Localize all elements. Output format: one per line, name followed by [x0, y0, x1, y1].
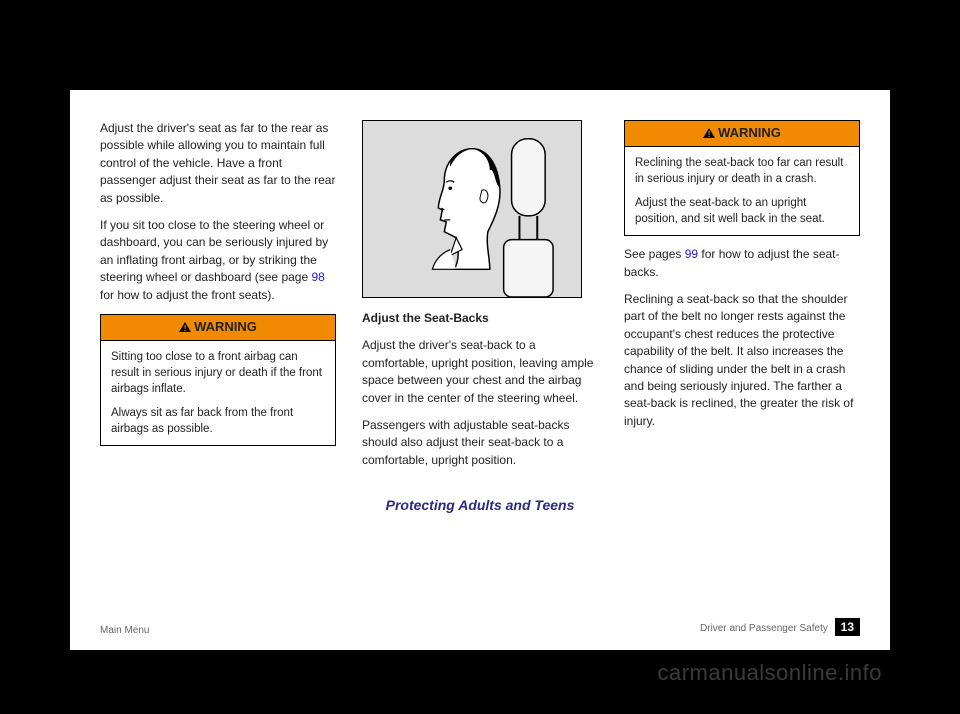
warning-label-2: WARNING — [718, 125, 781, 140]
warning-body-2: Reclining the seat-back too far can resu… — [625, 147, 859, 235]
col2-heading: Adjust the Seat-Backs — [362, 310, 598, 327]
warning-body-1: Sitting too close to a front airbag can … — [101, 341, 335, 445]
seat-illustration — [362, 120, 582, 298]
watermark: carmanualsonline.info — [657, 660, 882, 686]
warning1-p1: Sitting too close to a front airbag can … — [111, 349, 325, 397]
col2-desc: Adjust the driver's seat-back to a comfo… — [362, 337, 598, 407]
page-link-99[interactable]: 99 — [685, 247, 698, 261]
warning2-p1: Reclining the seat-back too far can resu… — [635, 155, 849, 187]
warning-header-1: WARNING — [101, 315, 335, 341]
warning2-p2: Adjust the seat-back to an upright posit… — [635, 195, 849, 227]
footer-right: Driver and Passenger Safety 13 — [700, 618, 860, 636]
column-2: Adjust the Seat-Backs Adjust the driver'… — [362, 120, 598, 479]
column-1: Adjust the driver's seat as far to the r… — [100, 120, 336, 479]
col3-para-link: See pages 99 for how to adjust the seat-… — [624, 246, 860, 281]
page-footer: Main Menu Driver and Passenger Safety 13 — [70, 612, 890, 650]
col1-para2-b: for how to adjust the front seats). — [100, 288, 275, 302]
column-3: WARNING Reclining the seat-back too far … — [624, 120, 860, 479]
warning-box-1: WARNING Sitting too close to a front air… — [100, 314, 336, 446]
col1-para2-a: If you sit too close to the steering whe… — [100, 218, 328, 284]
col1-para2: If you sit too close to the steering whe… — [100, 217, 336, 304]
col1-para1: Adjust the driver's seat as far to the r… — [100, 120, 336, 207]
manual-page: Adjust the driver's seat as far to the r… — [70, 90, 890, 650]
warning-label-1: WARNING — [194, 319, 257, 334]
warning-triangle-icon — [703, 128, 715, 138]
col3-para2: Reclining a seat-back so that the should… — [624, 291, 860, 430]
col3-para-a: See pages — [624, 247, 685, 261]
page-number: 13 — [835, 618, 860, 636]
warning-header-2: WARNING — [625, 121, 859, 147]
page-link-98[interactable]: 98 — [311, 270, 324, 284]
footer-caption: Driver and Passenger Safety — [700, 623, 828, 634]
footer-left[interactable]: Main Menu — [100, 625, 149, 636]
warning-box-2: WARNING Reclining the seat-back too far … — [624, 120, 860, 236]
warning1-p2: Always sit as far back from the front ai… — [111, 405, 325, 437]
col2-para-a: Passengers with adjustable seat-backs sh… — [362, 417, 598, 469]
warning-triangle-icon — [179, 322, 191, 332]
content-columns: Adjust the driver's seat as far to the r… — [70, 90, 890, 479]
page-title: Protecting Adults and Teens — [70, 497, 890, 513]
head-restraint-icon — [363, 121, 581, 297]
